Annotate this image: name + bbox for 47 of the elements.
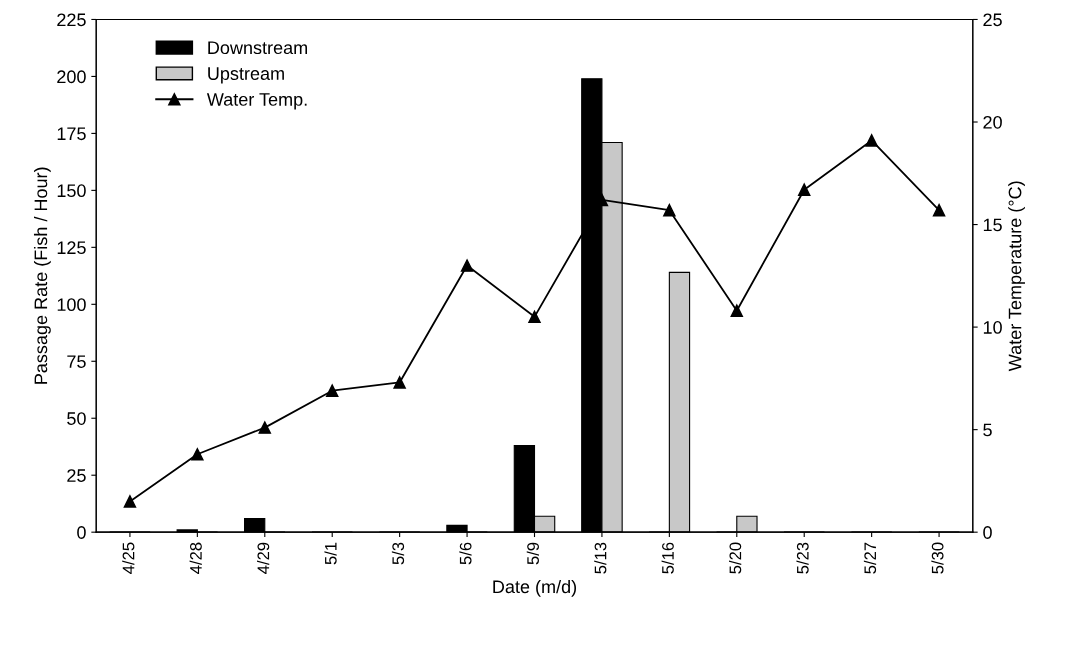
point [258, 421, 272, 434]
y-tick-label: 200 [57, 70, 86, 84]
y2-tick-label: 20 [983, 115, 1002, 129]
legend-label: Downstream [208, 41, 307, 55]
point [393, 376, 406, 389]
y2-tick-label: 0 [983, 526, 992, 539]
y-tick-label: 75 [67, 355, 86, 368]
x-tick-label: 5/23 [796, 542, 809, 574]
x-tick-label: 5/16 [661, 542, 674, 574]
point [865, 134, 878, 147]
point [123, 495, 137, 508]
y-tick-label: 225 [57, 13, 86, 27]
x-axis-title: Date (m/d) [493, 579, 577, 597]
y-tick-label: 100 [57, 298, 86, 312]
point [730, 304, 744, 317]
point [797, 183, 811, 196]
point [460, 259, 474, 272]
y2-tick-label: 10 [983, 321, 1002, 334]
y2-tick-label: 25 [983, 13, 1002, 27]
point [663, 203, 676, 217]
x-tick-label: 5/3 [391, 542, 405, 565]
x-tick-label: 4/25 [122, 542, 135, 574]
point [325, 384, 339, 397]
y2-axis-title: Water Temperature (°C) [1008, 181, 1025, 372]
y-tick-label: 25 [67, 469, 86, 482]
y2-tick-label: 15 [983, 218, 1002, 232]
legend-label: Upstream [208, 67, 284, 84]
y2-tick-label: 5 [983, 423, 992, 437]
y-axis-title: Passage Rate (Fish / Hour) [33, 167, 51, 384]
y-tick-label: 175 [57, 127, 86, 141]
x-tick-label: 5/13 [594, 542, 607, 574]
legend-label: Water Temp. [206, 93, 307, 110]
point [932, 203, 946, 217]
x-tick-label: 5/1 [324, 542, 337, 565]
y-tick-label: 150 [57, 184, 86, 198]
x-tick-label: 5/6 [459, 542, 472, 565]
x-tick-label: 5/9 [526, 542, 539, 565]
x-tick-label: 5/20 [729, 542, 742, 574]
x-tick-label: 4/29 [257, 542, 270, 574]
y-tick-label: 0 [77, 526, 86, 539]
y-tick-label: 50 [67, 412, 86, 425]
x-tick-label: 5/27 [863, 542, 877, 574]
point [528, 310, 541, 324]
x-tick-label: 5/30 [931, 542, 944, 574]
point [191, 447, 204, 461]
x-tick-label: 4/28 [189, 542, 202, 574]
y-tick-label: 125 [57, 241, 86, 255]
